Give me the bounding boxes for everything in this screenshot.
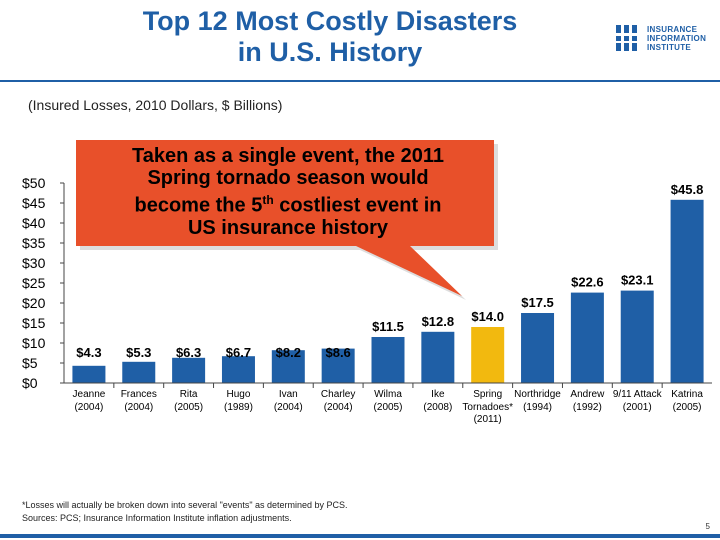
page-number: 5 <box>705 522 710 531</box>
bar-jeanne <box>72 365 106 383</box>
data-label: $6.3 <box>176 345 201 360</box>
title-line-2: in U.S. History <box>237 37 423 67</box>
y-tick-label: $35 <box>22 235 46 251</box>
callout-line-2: Spring tornado season would <box>147 167 429 189</box>
callout-line-1: Taken as a single event, the 2011 <box>131 145 444 167</box>
bar-katrina <box>670 199 704 383</box>
x-tick-year: (2005) <box>174 402 203 413</box>
x-tick-year: (2004) <box>124 402 153 413</box>
page-title: Top 12 Most Costly Disasters in U.S. His… <box>60 6 600 68</box>
bar-northridge <box>521 313 555 383</box>
y-tick-label: $25 <box>22 275 46 291</box>
bar-spring <box>471 327 505 383</box>
bars: $4.3 $5.3 $6.3 $6.7 $8.2 $8.6 $11.5 $12.8 $14.0 $… <box>72 182 704 383</box>
sources-note: Sources: PCS; Insurance Information Inst… <box>22 513 292 523</box>
x-tick-year: (1989) <box>224 402 253 413</box>
data-label: $4.3 <box>76 345 101 360</box>
x-tick-year: (2008) <box>423 402 452 413</box>
logo-line-1: INSURANCE <box>647 25 698 34</box>
x-tick-label-line2: Tornadoes* <box>462 402 513 413</box>
bar-hugo <box>221 356 255 383</box>
x-tick-label: Katrina <box>671 389 703 400</box>
data-label: $17.5 <box>521 295 554 310</box>
data-label: $23.1 <box>621 273 654 288</box>
bottom-divider <box>0 534 720 538</box>
y-tick-label: $10 <box>22 335 46 351</box>
callout-shape <box>76 140 494 296</box>
x-tick-year: (2011) <box>474 414 502 425</box>
iii-logo-icon <box>614 25 640 51</box>
x-tick-label: Andrew <box>570 389 605 400</box>
y-tick-label: $30 <box>22 255 46 271</box>
x-tick-year: (2005) <box>673 402 702 413</box>
data-label: $5.3 <box>126 345 151 360</box>
x-tick-year: (1992) <box>573 402 602 413</box>
y-tick-label: $5 <box>22 355 38 371</box>
bar-ivan <box>271 350 305 383</box>
y-tick-label: $20 <box>22 295 46 311</box>
logo-line-3: INSTITUTE <box>647 43 692 52</box>
iii-logo: INSURANCE INFORMATION INSTITUTE <box>614 23 714 59</box>
callout-text: Taken as a single event, the 2011 Spring… <box>82 145 494 239</box>
data-label: $14.0 <box>471 309 504 324</box>
y-tick-label: $50 <box>22 175 46 191</box>
x-tick-label: Frances <box>121 389 157 400</box>
y-tick-label: $0 <box>22 375 38 391</box>
callout-line-4: US insurance history <box>187 216 389 239</box>
chart-subtitle: (Insured Losses, 2010 Dollars, $ Billion… <box>28 97 283 113</box>
bar-ike <box>421 331 455 383</box>
y-tick-label: $15 <box>22 315 46 331</box>
y-tick-label: $40 <box>22 215 46 231</box>
x-tick-year: (2001) <box>623 402 652 413</box>
callout-line-3-sup: th <box>262 193 274 207</box>
data-label: $22.6 <box>571 275 604 290</box>
data-label: $8.6 <box>325 345 350 360</box>
logo-text: INSURANCE INFORMATION INSTITUTE <box>647 25 706 52</box>
x-tick-label: Hugo <box>227 389 251 400</box>
bar-charley <box>321 348 355 383</box>
data-label: $12.8 <box>422 314 455 329</box>
x-tick-year: (2005) <box>374 402 403 413</box>
data-label: $11.5 <box>372 319 404 334</box>
x-axis: Jeanne (2004) Frances (2004) Rita (2005) Hugo (… <box>64 382 712 425</box>
x-tick-label: Spring <box>473 389 502 400</box>
x-tick-year: (2004) <box>74 402 103 413</box>
data-label: $6.7 <box>226 345 251 360</box>
data-label: $45.8 <box>671 182 704 197</box>
callout-bubble <box>76 140 498 300</box>
x-tick-label: Ike <box>431 389 445 400</box>
x-tick-label: Wilma <box>374 389 402 400</box>
callout-line-3-post: costliest event in <box>273 194 442 217</box>
footnote: *Losses will actually be broken down int… <box>22 500 348 510</box>
y-tick-label: $45 <box>22 195 46 211</box>
x-tick-year: (1994) <box>523 402 552 413</box>
x-tick-year: (2004) <box>324 402 353 413</box>
x-tick-year: (2004) <box>274 402 303 413</box>
bar-wilma <box>371 337 405 383</box>
data-label: $8.2 <box>276 345 301 360</box>
x-tick-label: Charley <box>321 389 355 400</box>
y-axis: $0 $5 $10 $15 $20 $25 $30 $35 $40 $45 $50 <box>22 175 65 391</box>
title-divider <box>0 80 720 82</box>
bar-frances <box>122 361 156 383</box>
bar-rita <box>172 357 206 383</box>
logo-line-2: INFORMATION <box>647 34 707 43</box>
callout-line-3-pre: become the 5 <box>134 194 263 217</box>
title-line-1: Top 12 Most Costly Disasters <box>142 6 518 36</box>
bar-9-11-attack <box>620 290 654 383</box>
callout-line-3: become the 5th costliest event in <box>82 189 494 217</box>
x-tick-label: 9/11 Attack <box>613 389 663 400</box>
x-tick-label: Ivan <box>279 389 298 400</box>
bar-andrew <box>570 292 604 383</box>
x-tick-label: Northridge <box>514 389 561 400</box>
x-tick-label: Jeanne <box>73 389 106 400</box>
x-tick-label: Rita <box>180 389 198 400</box>
